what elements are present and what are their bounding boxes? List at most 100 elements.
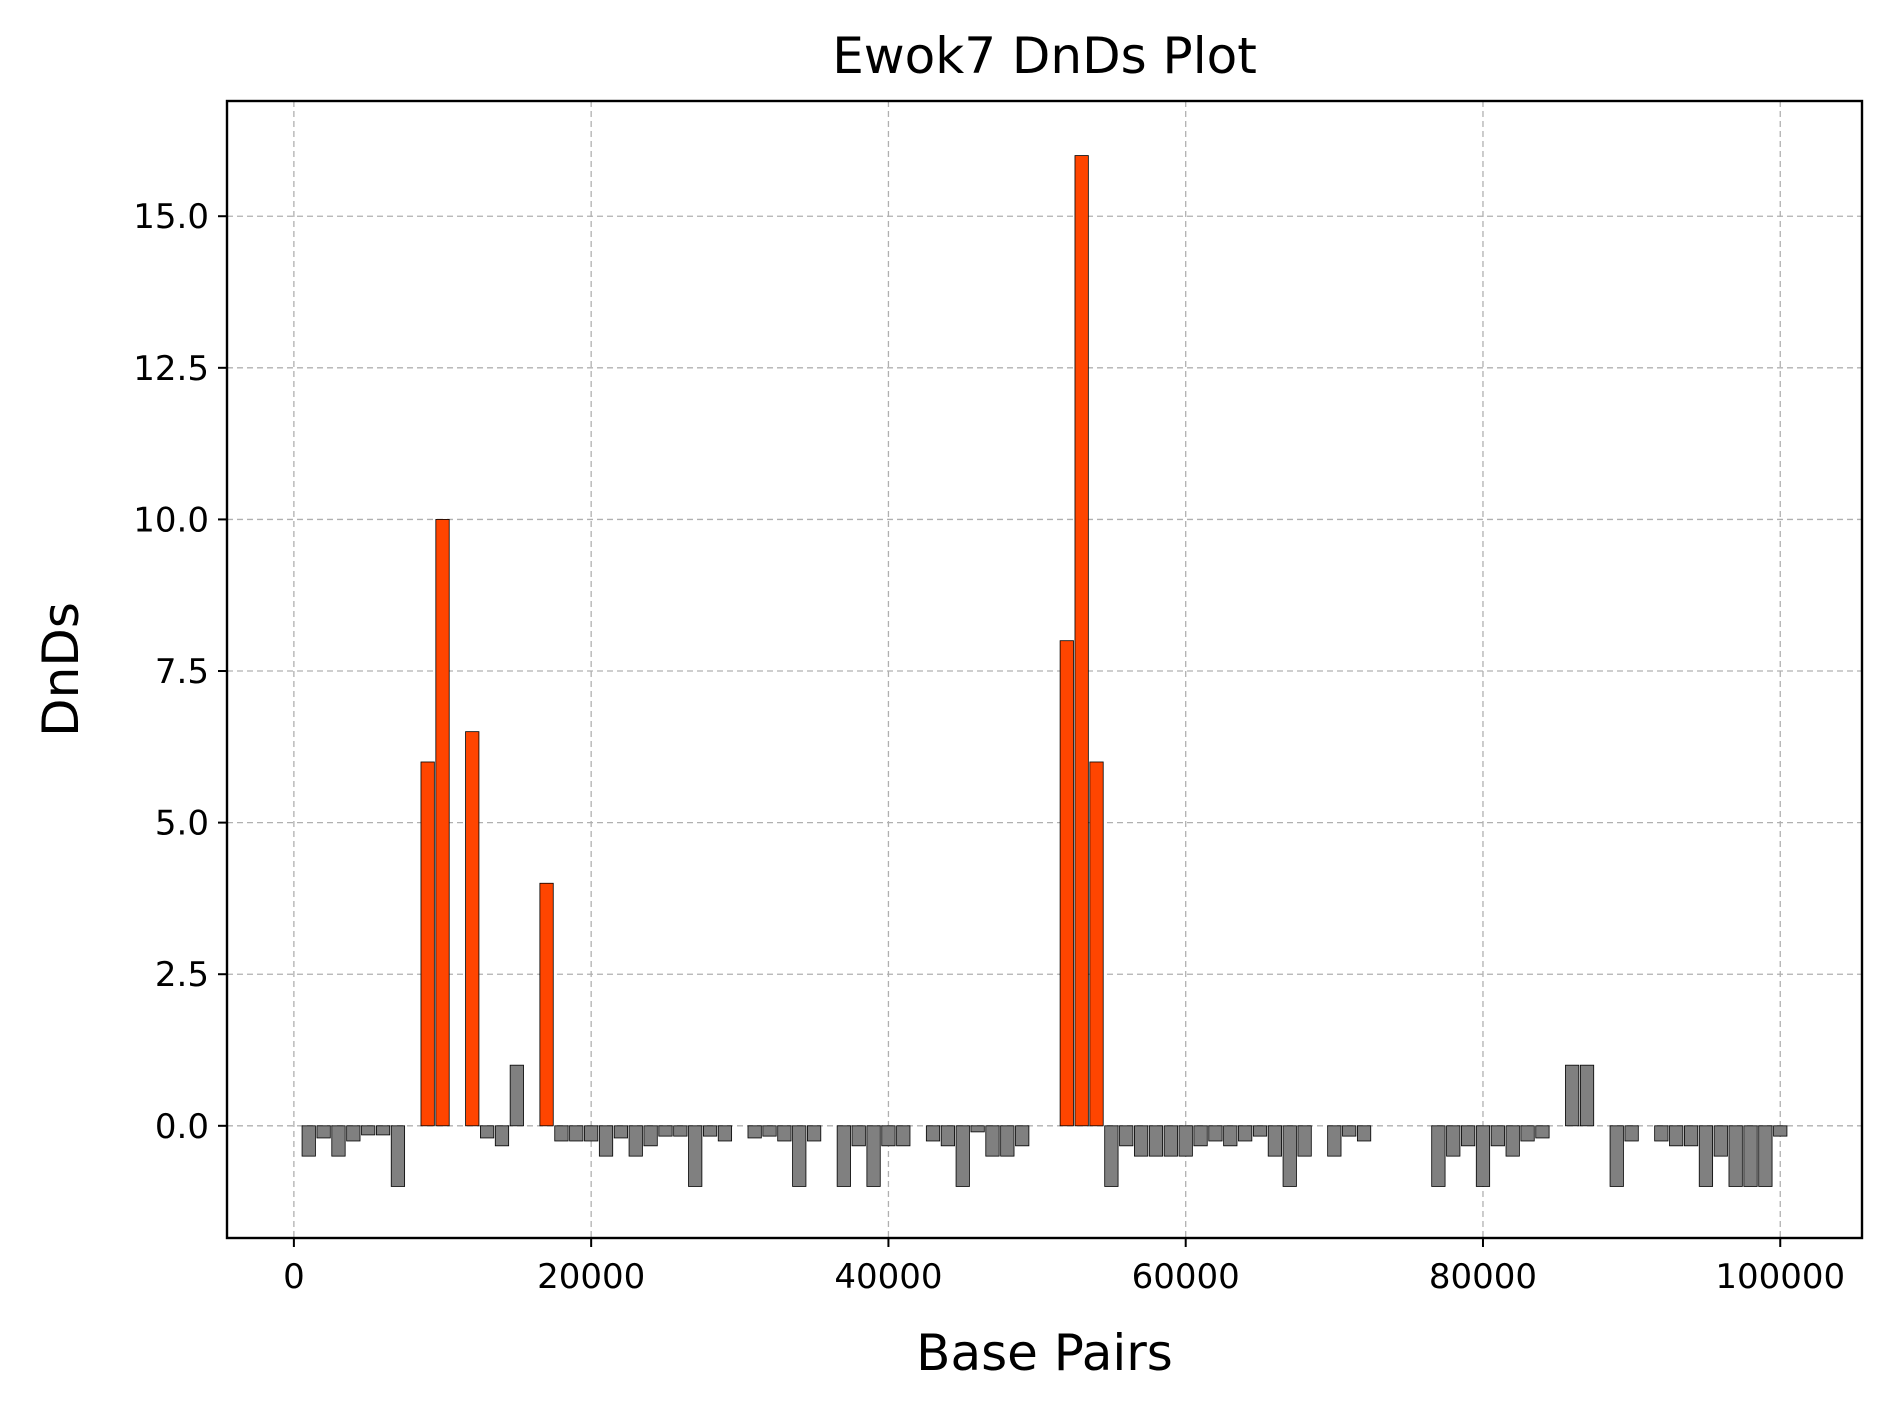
bar <box>792 1125 807 1187</box>
y-tick-label: 0.0 <box>155 1107 209 1147</box>
grid-lines <box>227 101 1862 1238</box>
x-axis-label: Base Pairs <box>916 1324 1173 1382</box>
bar <box>1683 1125 1699 1147</box>
bar <box>1134 1125 1149 1157</box>
bar <box>1059 640 1074 1127</box>
bar <box>361 1125 376 1136</box>
bar <box>1654 1125 1669 1142</box>
bar <box>658 1125 673 1137</box>
bar <box>1119 1125 1134 1147</box>
bar <box>673 1125 688 1137</box>
x-tick-label: 60000 <box>1132 1257 1240 1297</box>
bar <box>390 1125 406 1187</box>
bar <box>420 761 435 1127</box>
bar <box>1609 1125 1624 1187</box>
bar <box>628 1125 643 1157</box>
bar <box>807 1125 822 1142</box>
bar <box>331 1125 346 1157</box>
x-tick-label: 20000 <box>537 1257 645 1297</box>
bar <box>584 1125 599 1142</box>
bar <box>316 1125 331 1139</box>
bar <box>554 1125 569 1142</box>
bar <box>1758 1125 1773 1187</box>
bar-series <box>301 155 1788 1187</box>
bar <box>747 1125 762 1139</box>
bar <box>1773 1125 1788 1137</box>
bar <box>435 519 450 1127</box>
bar <box>1178 1125 1193 1157</box>
bar <box>1520 1125 1535 1142</box>
bar <box>1223 1125 1238 1147</box>
bar <box>1713 1125 1728 1157</box>
x-tick-label: 40000 <box>834 1257 942 1297</box>
bar <box>1327 1125 1342 1157</box>
bar <box>375 1125 391 1136</box>
bar <box>1698 1125 1714 1187</box>
bar <box>1535 1125 1550 1139</box>
bar <box>970 1125 985 1133</box>
bar <box>896 1125 911 1147</box>
bar <box>1000 1125 1015 1157</box>
plot-frame <box>225 99 1864 1240</box>
bar <box>643 1125 658 1147</box>
x-tick-label: 0 <box>283 1257 305 1297</box>
bar <box>539 882 554 1127</box>
bar <box>762 1125 777 1137</box>
bar <box>1565 1064 1580 1127</box>
bar <box>836 1125 851 1187</box>
bar <box>985 1125 1000 1157</box>
y-tick-label: 7.5 <box>155 652 209 692</box>
bar <box>465 731 480 1127</box>
bar <box>346 1125 361 1142</box>
bar <box>1431 1125 1446 1187</box>
y-tick-label: 12.5 <box>133 349 209 389</box>
bar <box>702 1125 718 1137</box>
bar <box>1579 1064 1595 1127</box>
y-tick-label: 10.0 <box>133 500 209 540</box>
bar <box>1148 1125 1164 1157</box>
chart-title: Ewok7 DnDs Plot <box>832 27 1257 85</box>
bar <box>1193 1125 1208 1147</box>
bar <box>1267 1125 1282 1157</box>
bar <box>1208 1125 1223 1142</box>
bar <box>494 1125 510 1147</box>
bar <box>940 1125 955 1147</box>
bar <box>1728 1125 1743 1187</box>
bar <box>777 1125 792 1142</box>
bar <box>866 1125 881 1187</box>
bar <box>1624 1125 1639 1142</box>
bar <box>1104 1125 1119 1187</box>
bar <box>688 1125 703 1187</box>
bar <box>1282 1125 1297 1187</box>
bar <box>1446 1125 1461 1157</box>
bar <box>1238 1125 1253 1142</box>
bar <box>1297 1125 1312 1157</box>
bar <box>613 1125 628 1139</box>
bar <box>1252 1125 1268 1137</box>
bar <box>1743 1125 1758 1187</box>
axis-ticks: 0 20000 40000 60000 80000 100000 0.0 2.5 5.0 7.5 1… <box>133 197 1845 1297</box>
bar <box>1505 1125 1520 1157</box>
bar <box>717 1125 733 1142</box>
bar <box>1074 155 1089 1127</box>
bar <box>1015 1125 1030 1147</box>
y-tick-label: 2.5 <box>155 955 209 995</box>
bar <box>1461 1125 1476 1147</box>
bar <box>301 1125 316 1157</box>
bar <box>1342 1125 1357 1137</box>
bar <box>1356 1125 1372 1142</box>
bar <box>1669 1125 1684 1147</box>
bar <box>1163 1125 1178 1157</box>
bar <box>851 1125 866 1147</box>
bar <box>955 1125 970 1187</box>
bar <box>509 1064 524 1127</box>
bar <box>1490 1125 1505 1147</box>
bar <box>881 1125 896 1147</box>
bar <box>598 1125 614 1157</box>
bar <box>480 1125 495 1139</box>
x-tick-label: 100000 <box>1715 1257 1845 1297</box>
y-tick-label: 5.0 <box>155 804 209 844</box>
x-tick-label: 80000 <box>1429 1257 1537 1297</box>
bar <box>1475 1125 1491 1187</box>
